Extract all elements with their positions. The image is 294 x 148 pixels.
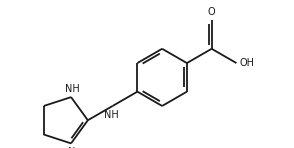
Text: N: N (68, 147, 75, 148)
Text: NH: NH (65, 84, 80, 94)
Text: NH: NH (104, 110, 119, 120)
Text: OH: OH (239, 58, 254, 68)
Text: O: O (208, 8, 216, 17)
